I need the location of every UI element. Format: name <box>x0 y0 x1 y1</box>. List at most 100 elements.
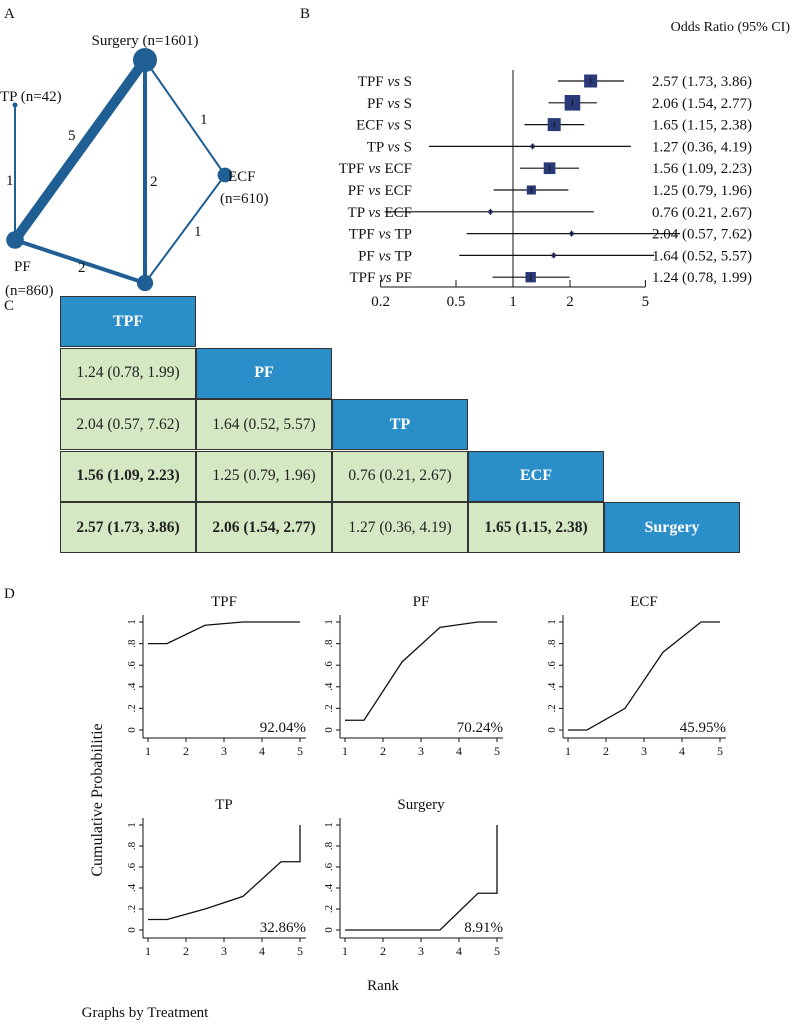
x-tick-label: 0.5 <box>447 294 466 310</box>
node-label-ecf: ECF <box>228 169 256 185</box>
x-tick-label: 1 <box>342 944 348 958</box>
y-tick-label: 1 <box>546 619 558 625</box>
x-tick-label: 3 <box>221 744 227 758</box>
comparison-label: TPF vs ECF <box>339 161 412 177</box>
rankogram-pf: PF 0 .2 .4 .6 .8 1 1 2 3 4 5 70.24% <box>323 594 503 758</box>
cumulative-curve <box>568 621 720 731</box>
league-cell: 2.57 (1.73, 3.86) <box>60 502 196 553</box>
comparison-label: TPF vs PF <box>349 270 412 286</box>
y-tick-label: .2 <box>323 704 335 712</box>
x-tick-label: 2 <box>566 294 574 310</box>
network-node-surgery <box>132 47 158 73</box>
network-edge-PF-Surgery <box>10 57 150 243</box>
panel-title: Surgery <box>397 797 445 813</box>
x-tick-label: 1 <box>145 944 151 958</box>
y-tick-label: .4 <box>126 883 138 892</box>
sucra-value: 92.04% <box>260 720 306 736</box>
cumulative-curve <box>345 621 497 721</box>
edge-count-label: 1 <box>194 224 202 240</box>
panel-label-B: B <box>300 6 310 22</box>
x-tick-label: 5 <box>494 744 500 758</box>
y-tick-label: 0 <box>126 727 138 733</box>
or-ci-text: 2.06 (1.54, 2.77) <box>652 96 752 112</box>
y-tick-label: .2 <box>546 704 558 712</box>
x-tick-label: 1 <box>565 744 571 758</box>
node-label-surgery: Surgery (n=1601) <box>92 33 199 49</box>
league-cell: 1.65 (1.15, 2.38) <box>468 502 604 553</box>
x-tick-label: 5 <box>297 744 303 758</box>
y-tick-label: .8 <box>323 639 335 648</box>
y-tick-label: 0 <box>546 727 558 733</box>
y-tick-label: 0 <box>323 727 335 733</box>
cumulative-curve <box>148 621 300 645</box>
y-tick-label: .6 <box>323 661 335 670</box>
x-tick-label: 1 <box>342 744 348 758</box>
y-axis-title: Cumulative Probabilitie <box>89 723 106 876</box>
panel-label-C: C <box>4 298 14 314</box>
y-tick-label: .6 <box>126 862 138 871</box>
x-tick-label: 1 <box>509 294 517 310</box>
panel-title: TPF <box>211 594 237 610</box>
y-tick-label: .4 <box>126 682 138 691</box>
network-node-tp <box>12 102 18 108</box>
or-ci-text: 1.25 (0.79, 1.96) <box>652 183 752 199</box>
y-tick-label: 1 <box>323 822 335 828</box>
cumulative-curve <box>345 825 498 931</box>
comparison-label: ECF vs S <box>356 118 412 134</box>
panel-title: ECF <box>630 594 658 610</box>
y-tick-label: .6 <box>126 661 138 670</box>
x-tick-label: 0.2 <box>371 294 390 310</box>
league-cell: 2.06 (1.54, 2.77) <box>196 502 332 553</box>
node-count-ecf: (n=610) <box>220 191 268 207</box>
y-tick-label: .6 <box>546 661 558 670</box>
treatment-header-surgery: Surgery <box>604 502 740 553</box>
rankogram-surgery: Surgery 0 .2 .4 .6 .8 1 1 2 3 4 5 8.91% <box>323 797 503 958</box>
network-edge-PF-TPF <box>14 238 146 285</box>
edge-count-label: 1 <box>6 173 14 189</box>
y-tick-label: .6 <box>323 862 335 871</box>
sucra-value: 70.24% <box>457 720 503 736</box>
sucra-value: 8.91% <box>464 920 503 936</box>
y-tick-label: 1 <box>126 619 138 625</box>
panel-label-A: A <box>4 6 15 22</box>
y-tick-label: .8 <box>323 841 335 850</box>
y-tick-label: .4 <box>323 883 335 892</box>
y-tick-label: 0 <box>323 927 335 933</box>
x-tick-label: 4 <box>456 944 462 958</box>
x-tick-label: 2 <box>380 944 386 958</box>
x-tick-label: 3 <box>641 744 647 758</box>
or-ci-text: 1.65 (1.15, 2.38) <box>652 118 752 134</box>
x-tick-label: 4 <box>259 944 265 958</box>
x-tick-label: 4 <box>259 744 265 758</box>
or-ci-text: 1.27 (0.36, 4.19) <box>652 139 752 155</box>
node-label-tp: TP (n=42) <box>0 89 62 105</box>
comparison-label: TP vs S <box>367 139 412 155</box>
treatment-header-pf: PF <box>196 347 332 399</box>
rankogram-tpf: TPF 0 .2 .4 .6 .8 1 1 2 3 4 5 92.04% <box>126 594 306 758</box>
x-tick-label: 3 <box>221 944 227 958</box>
or-ci-text: 0.76 (0.21, 2.67) <box>652 205 752 221</box>
league-cell: 1.24 (0.78, 1.99) <box>60 347 196 399</box>
league-cell: 1.27 (0.36, 4.19) <box>332 502 468 553</box>
or-ci-text: 1.24 (0.78, 1.99) <box>652 270 752 286</box>
comparison-label: PF vs ECF <box>348 183 412 199</box>
edge-count-label: 1 <box>200 112 208 128</box>
comparison-label: TP vs ECF <box>348 205 412 221</box>
node-label-pf: PF <box>14 259 31 275</box>
league-cell: 1.25 (0.79, 1.96) <box>196 450 332 502</box>
y-tick-label: .2 <box>126 704 138 712</box>
comparison-label: TPF vs S <box>358 74 412 90</box>
panel-title: TP <box>215 797 233 813</box>
x-tick-label: 5 <box>717 744 723 758</box>
y-tick-label: .4 <box>323 682 335 691</box>
graphs-by-note: Graphs by Treatment <box>82 1005 209 1021</box>
y-tick-label: .8 <box>126 841 138 850</box>
x-tick-label: 3 <box>418 944 424 958</box>
y-tick-label: .2 <box>126 905 138 913</box>
x-axis-title: Rank <box>367 978 399 994</box>
comparison-label: PF vs TP <box>358 248 412 264</box>
comparison-label: TPF vs TP <box>349 227 412 243</box>
network-node-ecf <box>217 167 233 183</box>
y-tick-label: .8 <box>126 639 138 648</box>
